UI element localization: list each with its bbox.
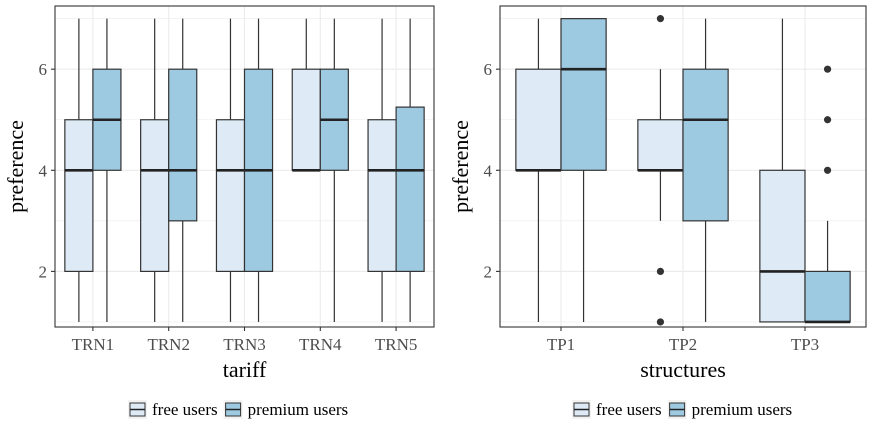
panel2-legend: free users premium users [572,400,792,419]
outlier-point [823,65,832,73]
box-iqr [759,169,806,323]
box-iqr [560,18,607,171]
panel1-legend-item-free: free users [128,400,218,419]
legend-label: free users [152,400,218,419]
panel1-x-tick-label-trn2: TRN2 [147,335,190,354]
box-iqr [682,68,729,222]
panel1-x-tick-label-trn1: TRN1 [72,335,115,354]
outlier-point [656,267,665,275]
panel1-y-tick-label: 6 [39,60,48,79]
box-iqr [637,119,684,171]
outlier-point [656,318,665,326]
panel1-box-trn2-free [140,18,170,322]
panel2-x-tick-label-tp3: TP3 [791,335,819,354]
legend-label: premium users [248,400,349,419]
panel1-y-tick-label: 2 [39,262,48,281]
panel1-legend-item-premium: premium users [223,400,349,419]
box-iqr [804,270,851,323]
panel1-box-trn3-premium [243,18,274,322]
panel2-box-tp2-free [637,15,684,326]
panel2-y-tick-label: 2 [484,262,493,281]
panel2-x-axis-title: structures [640,357,726,382]
panel1-box-trn4-premium [319,18,349,322]
panel2-box-tp3-free [759,18,806,323]
panel1-y-tick-label: 4 [39,161,48,180]
panel1-box-trn5-premium [395,18,425,322]
panel2-box-tp1-premium [560,18,607,322]
outlier-point [823,166,832,174]
box-iqr [215,119,246,272]
legend-label: premium users [692,400,793,419]
panel1-box-trn1-premium [92,18,122,322]
box-iqr [140,119,170,272]
box-iqr [395,106,425,272]
box-iqr [515,68,562,171]
panel1-chart: 2 4 6 TRN1 TRN2 TRN3 TRN4 TRN5 tariff preference f… [3,5,435,419]
panel2-box-tp3-premium [804,65,851,324]
box-iqr [168,68,198,222]
panel2-box-tp2-premium [682,18,729,322]
panel1-x-tick-label-trn4: TRN4 [299,335,342,354]
panel1-box-trn4-free [291,18,321,172]
panel2-chart: 2 4 6 TP1 TP2 TP3 structures preference free use… [448,5,867,419]
panel1-x-axis-title: tariff [223,357,267,382]
panel2-y-tick-label: 6 [484,60,493,79]
panel1-box-trn1-free [64,18,94,322]
panel2-x-tick-label-tp1: TP1 [547,335,575,354]
panel1-box-trn2-premium [168,18,198,322]
panel1-legend: free users premium users [128,400,348,419]
panel1-x-tick-label-trn5: TRN5 [375,335,418,354]
panel1-box-trn3-free [215,18,246,322]
panel1-x-tick-label-trn3: TRN3 [223,335,266,354]
panel2-legend-item-premium: premium users [667,400,793,419]
panel1-y-axis-title: preference [3,120,28,213]
outlier-point [656,15,665,23]
box-iqr [64,119,94,272]
panel2-x-tick-label-tp2: TP2 [669,335,697,354]
panel2-box-tp1-free [515,18,562,322]
legend-label: free users [596,400,662,419]
box-iqr [291,68,321,171]
panel2-y-axis-title: preference [448,120,473,213]
panel2-y-tick-label: 4 [484,161,493,180]
panel1-box-trn5-free [367,18,397,322]
outlier-point [823,116,832,124]
box-iqr [367,119,397,272]
panel2-legend-item-free: free users [572,400,662,419]
